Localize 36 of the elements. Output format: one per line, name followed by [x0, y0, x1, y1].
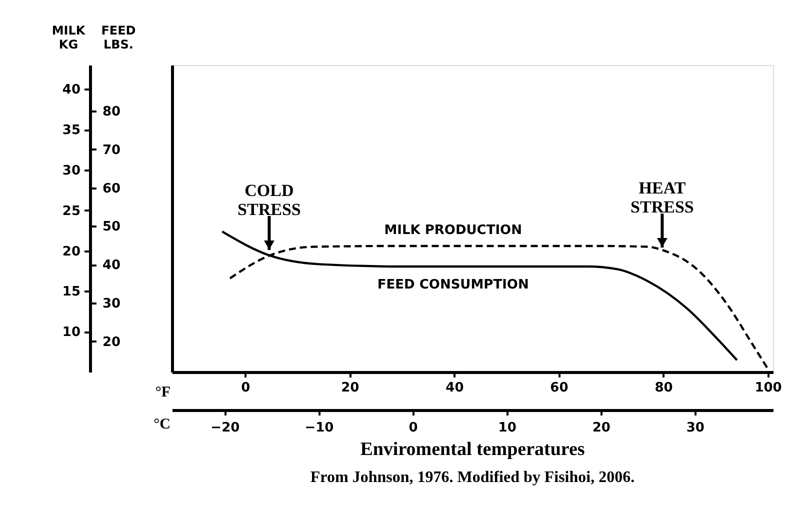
y-tick-label: 25 — [62, 204, 80, 219]
x-tick-label: 40 — [446, 380, 464, 396]
y2-tick-label: 30 — [102, 296, 121, 312]
x-tick-label: 100 — [754, 380, 782, 396]
x-tick-label: 80 — [654, 380, 673, 396]
y-tick-label: 10 — [62, 325, 80, 340]
x2-tick-label: −10 — [304, 420, 334, 436]
x2-tick-label: 10 — [498, 420, 516, 436]
x2-tick-label: −20 — [210, 420, 240, 436]
x2-tick-label: 20 — [592, 420, 610, 436]
x-tick-label: 60 — [550, 380, 568, 396]
x2-tick-label: 30 — [686, 420, 704, 436]
y-tick-label: 30 — [62, 164, 80, 179]
y-tick-label: 15 — [62, 284, 80, 300]
y-tick-label: 40 — [62, 82, 80, 98]
y2-tick-label: 20 — [102, 334, 121, 350]
x2-axis-title: °C — [154, 416, 170, 432]
y2-tick-label: 50 — [102, 220, 121, 235]
text: From Johnson, 1976. Modified by Fisihoi, 2006. — [310, 469, 635, 486]
series-label: MILK PRODUCTION — [384, 222, 522, 238]
x2-tick-label: 0 — [408, 420, 418, 436]
y-axis-title: MILK KG — [52, 24, 86, 52]
series-label: FEED CONSUMPTION — [377, 277, 529, 292]
annotation: COLD STRESS — [238, 181, 301, 220]
x-tick-label: 0 — [241, 380, 250, 396]
y-tick-label: 35 — [62, 123, 80, 138]
y2-axis-title: FEED LBS. — [101, 24, 136, 52]
text: Enviromental temperatures — [360, 439, 585, 460]
x-tick-label: 20 — [341, 380, 360, 396]
annotation: HEAT STRESS — [630, 178, 694, 217]
y2-tick-label: 40 — [102, 258, 121, 274]
y2-tick-label: 70 — [102, 142, 121, 158]
x-axis-title: °F — [155, 384, 170, 400]
y-tick-label: 20 — [62, 244, 80, 260]
y2-tick-label: 80 — [102, 104, 121, 120]
y2-tick-label: 60 — [102, 181, 121, 196]
